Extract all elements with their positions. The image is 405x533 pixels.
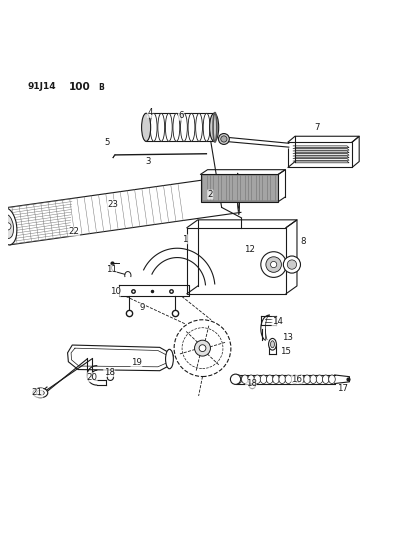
Ellipse shape (166, 349, 173, 369)
Text: 8: 8 (301, 237, 306, 246)
Ellipse shape (273, 375, 279, 384)
Polygon shape (68, 345, 173, 370)
Circle shape (221, 136, 227, 142)
Text: 18: 18 (245, 379, 257, 389)
Ellipse shape (150, 114, 157, 141)
Ellipse shape (143, 114, 149, 141)
Text: 14: 14 (272, 317, 283, 326)
Text: 23: 23 (108, 200, 119, 209)
Text: 20: 20 (86, 373, 97, 382)
Ellipse shape (0, 208, 17, 245)
Ellipse shape (271, 341, 275, 348)
Ellipse shape (322, 375, 329, 384)
Text: 100: 100 (68, 82, 90, 92)
Ellipse shape (316, 375, 323, 384)
Ellipse shape (36, 390, 44, 395)
Text: 6: 6 (178, 111, 184, 120)
Ellipse shape (181, 114, 188, 141)
Text: 19: 19 (131, 358, 142, 367)
Ellipse shape (211, 114, 217, 141)
Text: 12: 12 (244, 245, 255, 254)
Circle shape (266, 257, 281, 272)
Ellipse shape (188, 114, 195, 141)
Ellipse shape (279, 375, 286, 384)
Ellipse shape (285, 375, 292, 384)
Ellipse shape (173, 114, 180, 141)
Ellipse shape (33, 388, 48, 398)
Ellipse shape (269, 338, 276, 350)
Circle shape (194, 340, 211, 356)
Text: 1: 1 (182, 235, 188, 244)
Ellipse shape (254, 375, 261, 384)
Text: 7: 7 (314, 123, 320, 132)
Ellipse shape (291, 375, 298, 384)
Circle shape (287, 260, 296, 269)
Ellipse shape (248, 375, 254, 384)
Text: 17: 17 (337, 384, 348, 393)
Text: 13: 13 (282, 333, 293, 342)
Circle shape (284, 256, 301, 273)
Text: 15: 15 (280, 347, 291, 356)
Text: 3: 3 (145, 157, 151, 166)
Text: 10: 10 (109, 287, 121, 296)
Circle shape (271, 262, 277, 268)
Ellipse shape (158, 114, 165, 141)
Text: 22: 22 (69, 227, 80, 236)
Text: 18: 18 (104, 368, 115, 377)
Bar (200, 174, 278, 201)
Circle shape (4, 223, 11, 230)
Text: 4: 4 (147, 108, 153, 117)
Circle shape (230, 374, 241, 384)
Ellipse shape (210, 114, 219, 141)
Ellipse shape (266, 375, 273, 384)
Ellipse shape (329, 375, 335, 384)
Ellipse shape (304, 375, 310, 384)
Text: B: B (98, 83, 104, 92)
Ellipse shape (165, 114, 172, 141)
Text: 5: 5 (104, 138, 110, 147)
Ellipse shape (260, 375, 267, 384)
Ellipse shape (310, 375, 317, 384)
Ellipse shape (196, 114, 202, 141)
Circle shape (199, 345, 206, 352)
Text: 91J14: 91J14 (28, 82, 56, 91)
Ellipse shape (1, 214, 13, 238)
Ellipse shape (235, 375, 242, 384)
Ellipse shape (142, 114, 151, 141)
Text: 16: 16 (291, 375, 302, 384)
Text: 2: 2 (207, 190, 213, 199)
Ellipse shape (203, 114, 210, 141)
Circle shape (174, 320, 231, 376)
Text: 21: 21 (32, 389, 43, 398)
Text: 9: 9 (140, 303, 145, 312)
Circle shape (261, 252, 286, 277)
Ellipse shape (298, 375, 304, 384)
Circle shape (218, 134, 229, 144)
Text: 11: 11 (106, 265, 117, 274)
Ellipse shape (241, 375, 248, 384)
